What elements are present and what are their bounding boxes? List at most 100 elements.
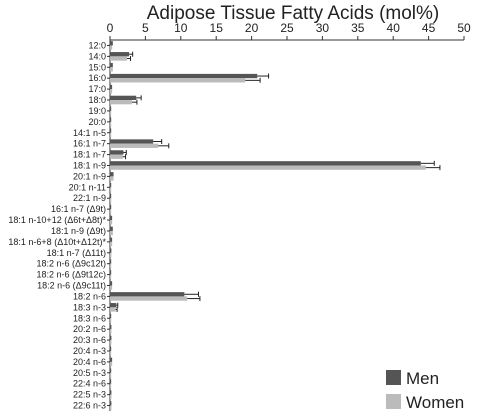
bar-men [110, 357, 113, 362]
bar-men [110, 313, 112, 319]
bar-women [110, 154, 123, 159]
bar-men [110, 324, 112, 330]
x-tick-label: 25 [280, 21, 294, 35]
category-label: 18:1 n-9 [73, 160, 106, 170]
bar-women [110, 110, 112, 116]
bar-women [110, 372, 112, 378]
category-label: 16:0 [88, 73, 106, 83]
category-label: 19:0 [88, 106, 106, 116]
bar-women [110, 45, 113, 50]
bar-men [110, 401, 112, 406]
legend-swatch-men [386, 370, 401, 385]
x-tick-label: 0 [107, 21, 114, 35]
category-label: 22:6 n-3 [73, 401, 106, 411]
bar-women [110, 340, 112, 345]
bar-women [110, 121, 112, 127]
legend-swatch-women [386, 394, 401, 409]
chart-title: Adipose Tissue Fatty Acids (mol%) [147, 3, 440, 24]
bar-women [110, 350, 112, 356]
x-tick-label: 45 [422, 21, 436, 35]
bar-women [110, 274, 112, 279]
bar-men [110, 390, 112, 395]
bar-men [110, 117, 112, 122]
category-label: 15:0 [88, 62, 106, 72]
category-label: 20:2 n-6 [73, 324, 106, 334]
bar-women [110, 100, 132, 105]
bar-women [110, 89, 113, 94]
bar-women [110, 263, 112, 268]
category-label: 18:1 n-7 [73, 150, 106, 160]
bar-women [110, 198, 112, 203]
bar-women [110, 209, 112, 214]
bar-women [110, 67, 113, 72]
bar-men [110, 281, 113, 286]
bar-women [110, 329, 112, 334]
bar-men [110, 106, 112, 111]
bar-women [110, 405, 112, 410]
category-label: 20:1 n-9 [73, 171, 106, 181]
bar-men [110, 193, 112, 199]
bar-men [110, 41, 113, 46]
category-label: 20:4 n-3 [73, 346, 106, 356]
bar-men [110, 161, 421, 166]
bar-men [110, 183, 112, 188]
category-label: 18:3 n-6 [73, 313, 106, 323]
bar-men [110, 303, 117, 308]
x-tick-label: 5 [142, 21, 149, 35]
bar-women [110, 176, 114, 181]
bar-men [110, 204, 112, 210]
bar-women [110, 56, 127, 61]
bar-men [110, 215, 113, 221]
category-label: 20:3 n-6 [73, 335, 106, 345]
category-label: 18:2 n-6 (Δ9t12c) [36, 270, 106, 280]
bar-men [110, 270, 112, 275]
category-label: 20:0 [88, 117, 106, 127]
x-tick-label: 35 [351, 21, 365, 35]
x-tick-label: 20 [245, 21, 259, 35]
bars-group [110, 41, 441, 410]
bar-women [110, 361, 113, 367]
bar-men [110, 139, 154, 144]
category-label: 22:5 n-3 [73, 390, 106, 400]
bar-women [110, 394, 112, 399]
bar-women [110, 78, 246, 83]
y-axis: 12:014:015:016:017:018:019:020:014:1 n-5… [8, 40, 111, 411]
bar-women [110, 143, 159, 148]
bar-men [110, 95, 137, 101]
category-label: 22:1 n-9 [73, 193, 106, 203]
legend: Men Women [386, 369, 464, 412]
category-label: 22:4 n-6 [73, 379, 106, 389]
bar-men [110, 52, 130, 57]
x-tick-label: 40 [387, 21, 401, 35]
category-label: 18:2 n-6 (Δ9c12t) [36, 259, 106, 269]
category-label: 18:2 n-6 [73, 291, 106, 301]
category-label: 18:2 n-6 (Δ9c11t) [37, 281, 106, 291]
bar-women [110, 285, 113, 290]
category-label: 12:0 [88, 40, 106, 50]
category-label: 14:1 n-5 [73, 128, 106, 138]
category-label: 20:4 n-6 [73, 357, 106, 367]
category-label: 17:0 [88, 84, 106, 94]
bar-men [110, 237, 113, 242]
bar-women [110, 220, 113, 225]
legend-label-men: Men [406, 369, 439, 388]
category-label: 16:1 n-7 [73, 139, 106, 149]
bar-women [110, 230, 113, 236]
bar-men [110, 128, 112, 133]
bar-men [110, 292, 185, 297]
bar-men [110, 226, 113, 231]
bar-women [110, 383, 112, 389]
category-label: 20:5 n-3 [73, 368, 106, 378]
bar-women [110, 187, 112, 192]
category-label: 16:1 n-7 (Δ9t) [51, 204, 106, 214]
x-tick-label: 30 [316, 21, 330, 35]
bar-women [110, 296, 188, 301]
bar-women [110, 318, 112, 323]
category-label: 14:0 [88, 51, 106, 61]
bar-men [110, 248, 112, 253]
bar-men [110, 172, 114, 177]
category-label: 18:0 [88, 95, 106, 105]
bar-men [110, 150, 124, 155]
